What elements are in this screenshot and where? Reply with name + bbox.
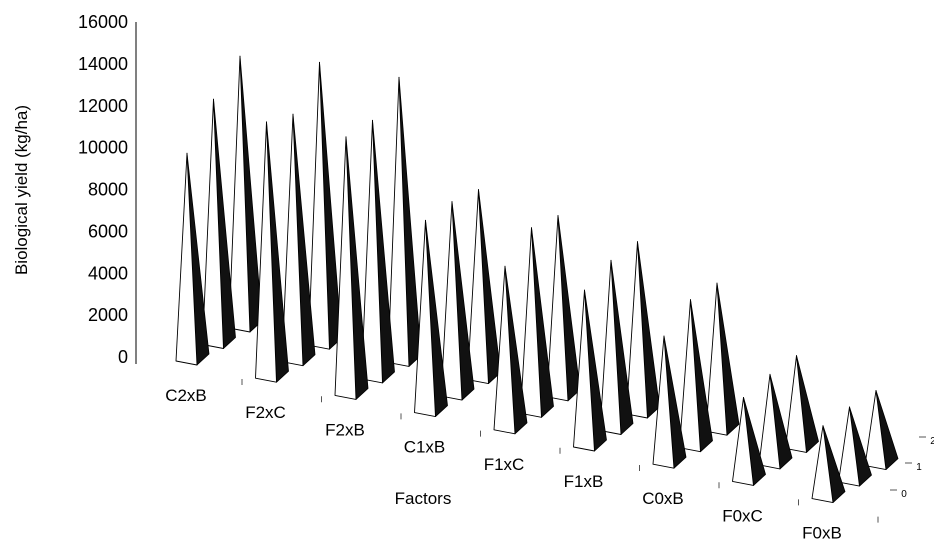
pyramid-front-face: [334, 136, 357, 400]
pyramid-front-face: [493, 265, 516, 435]
x-axis-title: Factors: [395, 489, 452, 508]
pyramid-front-face: [546, 215, 569, 402]
pyramid-front-face: [255, 121, 277, 383]
pyramid-front-face: [811, 425, 834, 504]
pyramid-bar-F2xB-2: [387, 76, 422, 367]
pyramid-bar-C0xB-2: [705, 282, 740, 436]
x-tick-label: C1xB: [404, 438, 446, 457]
pyramid-bar-F2xC-0: [255, 121, 289, 383]
pyramid-bar-F1xB-1: [599, 259, 634, 435]
pyramid-front-face: [387, 76, 410, 367]
x-tick-label: F0xB: [802, 524, 842, 543]
pyramid-front-face: [599, 259, 622, 435]
x-tick-label: F2xC: [245, 403, 286, 422]
pyramid-bars: [175, 55, 899, 504]
pyramid-bar-F1xC-2: [546, 215, 581, 402]
pyramid-front-face: [440, 201, 463, 401]
pyramid-front-face: [573, 289, 595, 452]
y-tick-label: 0: [118, 347, 128, 367]
pyramid-front-face: [361, 119, 383, 384]
pyramid-front-face: [308, 61, 330, 350]
y-tick-label: 4000: [88, 263, 128, 283]
pyramid-bar-C2xB-2: [228, 55, 263, 333]
pyramid-front-face: [467, 189, 489, 385]
pyramid-bar-F1xC-0: [493, 265, 528, 435]
pyramid-bar-F2xC-1: [281, 113, 316, 367]
x-tick-labels: C2xB F2xC F2xB C1xB F1xC F1xB C0xB F0xC F0xB: [165, 379, 879, 543]
pyramid-front-face: [626, 241, 648, 419]
pyramid-bar-F1xB-2: [626, 241, 660, 419]
pyramid-front-face: [679, 299, 701, 453]
pyramid-front-face: [838, 406, 860, 487]
x-tick-label: C2xB: [165, 386, 207, 405]
pyramid-bar-F0xB-0: [811, 425, 846, 504]
pyramid-front-face: [705, 282, 728, 436]
pyramid-bar-C2xB-1: [202, 98, 236, 349]
y-tick-label: 8000: [88, 180, 128, 200]
pyramid-front-face: [652, 335, 675, 469]
depth-tick-labels: 0 1 2: [890, 436, 934, 500]
y-tick-label: 12000: [78, 96, 128, 116]
pyramid-bar-F1xC-1: [520, 227, 554, 418]
pyramid-bar-F1xB-0: [573, 289, 607, 452]
pyramid-bar-C0xB-0: [652, 335, 687, 469]
y-tick-label: 6000: [88, 221, 128, 241]
pyramid-bar-C0xB-1: [679, 299, 713, 453]
pyramid-front-face: [281, 113, 304, 367]
pyramid-bar-F2xB-1: [361, 119, 395, 384]
pyramid-bar-F0xC-2: [785, 355, 819, 453]
pyramid-bar-F0xC-1: [758, 373, 793, 470]
y-axis-title: Biological yield (kg/ha): [12, 105, 31, 275]
pyramid-front-face: [414, 219, 436, 418]
x-tick-label: F0xC: [722, 506, 763, 525]
pyramid-front-face: [732, 396, 754, 486]
depth-tick-label: 0: [901, 489, 907, 500]
pyramid-bar-F0xB-1: [838, 406, 872, 487]
pyramid-bar-F0xB-2: [864, 390, 899, 471]
pyramid-front-face: [785, 355, 807, 453]
pyramid-bar-F2xB-0: [334, 136, 369, 400]
pyramid-bar-C2xB-0: [175, 152, 210, 366]
y-tick-label: 16000: [78, 12, 128, 32]
pyramid-front-face: [202, 98, 224, 349]
pyramid-front-face: [864, 390, 887, 471]
y-tick-label: 2000: [88, 305, 128, 325]
pyramid-bar-C1xB-0: [414, 219, 448, 418]
pyramid-bar-F0xC-0: [732, 396, 766, 486]
x-tick-label: F1xC: [484, 455, 525, 474]
pyramid-front-face: [520, 227, 542, 418]
pyramid-front-face: [758, 373, 781, 470]
x-tick-label: F1xB: [564, 472, 604, 491]
y-tick-labels: 16000 14000 12000 10000 8000 6000 4000 2000 0: [78, 12, 128, 367]
x-tick-label: F2xB: [325, 420, 365, 439]
pyramid-bar-F2xC-2: [308, 61, 342, 350]
depth-tick-label: 2: [930, 436, 934, 447]
pyramid-bar-C1xB-2: [467, 189, 501, 385]
y-tick-label: 14000: [78, 54, 128, 74]
pyramid-front-face: [228, 55, 251, 333]
x-tick-label: C0xB: [642, 489, 684, 508]
pyramid-front-face: [175, 152, 198, 366]
depth-tick-label: 1: [916, 462, 922, 473]
y-tick-label: 10000: [78, 138, 128, 158]
pyramid-bar-C1xB-1: [440, 201, 475, 401]
